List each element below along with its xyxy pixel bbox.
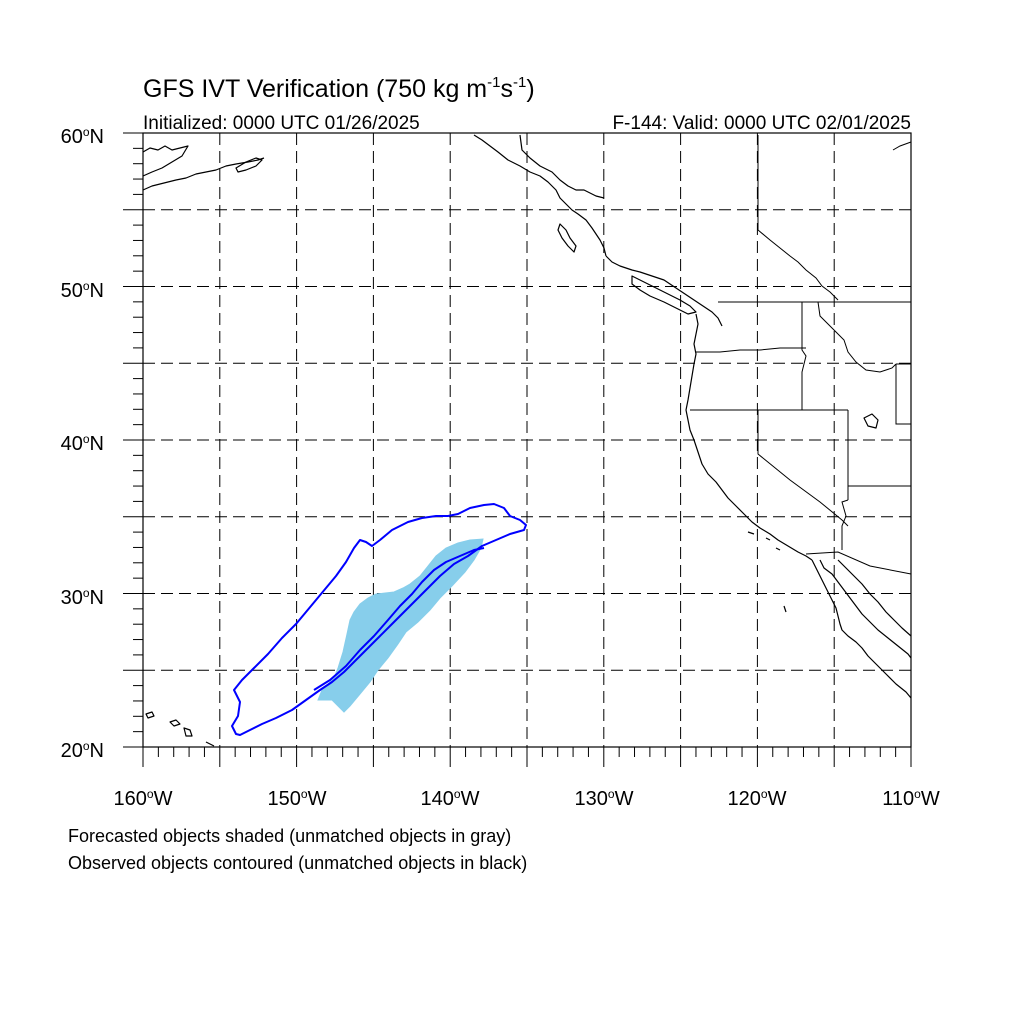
alaska-canada-border xyxy=(519,134,605,199)
haida-gwaii xyxy=(557,223,577,253)
lat-label-60: 60oN xyxy=(61,125,104,148)
axis-ticks xyxy=(123,132,912,767)
lat-label-20: 20oN xyxy=(61,739,104,762)
us-west-coast xyxy=(685,313,813,561)
vancouver-island xyxy=(631,275,697,315)
lon-label-110w: 110oW xyxy=(882,787,940,810)
canada-north-coast-segment xyxy=(892,141,912,151)
us-mexico-border xyxy=(805,551,912,575)
valid-time: F-144: Valid: 0000 UTC 02/01/2025 xyxy=(612,113,911,134)
lat-label-30: 30oN xyxy=(61,586,104,609)
alaska-panhandle-coast xyxy=(473,134,607,257)
washington-oregon-border xyxy=(696,347,806,353)
hawaii-islands xyxy=(145,711,215,747)
lat-label-50: 50oN xyxy=(61,279,104,302)
lon-label-160w: 160oW xyxy=(114,787,173,810)
kodiak-island xyxy=(235,157,263,173)
guadalupe-island xyxy=(783,605,787,613)
alaska-peninsula-coast xyxy=(142,157,265,191)
caption-forecast: Forecasted objects shaded (unmatched obj… xyxy=(68,826,511,846)
caption-observed: Observed objects contoured (unmatched ob… xyxy=(68,853,527,873)
initialized-time: Initialized: 0000 UTC 01/26/2025 xyxy=(143,113,420,134)
bc-alberta-border xyxy=(757,229,839,301)
map-plot-area xyxy=(142,132,912,748)
mainland-mexico-coast xyxy=(837,559,912,637)
coastlines xyxy=(142,134,912,747)
great-salt-lake xyxy=(863,413,879,429)
lon-label-150w: 150oW xyxy=(268,787,327,810)
observed-object-axis xyxy=(313,547,485,691)
channel-islands xyxy=(747,531,781,551)
map-title: GFS IVT Verification (750 kg m-1s-1) xyxy=(143,74,535,103)
wyoming-border xyxy=(895,363,911,425)
california-nevada-border xyxy=(757,410,849,527)
idaho-west-border xyxy=(801,302,807,410)
latitude-labels: 60oN 50oN 40oN 30oN 20oN xyxy=(61,125,104,762)
idaho-montana-border xyxy=(817,301,897,373)
lon-label-140w: 140oW xyxy=(421,787,480,810)
graticule xyxy=(143,133,911,747)
bc-coast xyxy=(605,255,723,327)
political-borders xyxy=(690,135,912,575)
baja-california-pacific-coast xyxy=(811,559,912,699)
baja-california-gulf-coast xyxy=(819,559,912,659)
lon-label-130w: 130oW xyxy=(575,787,634,810)
lat-label-40: 40oN xyxy=(61,432,104,455)
observed-object-contour xyxy=(231,503,527,736)
alaska-coast xyxy=(142,145,189,177)
nevada-arizona-border xyxy=(841,499,849,550)
forecast-object xyxy=(317,538,484,713)
longitude-labels: 160oW 150oW 140oW 130oW 120oW 110oW xyxy=(114,787,940,810)
lon-label-120w: 120oW xyxy=(728,787,787,810)
